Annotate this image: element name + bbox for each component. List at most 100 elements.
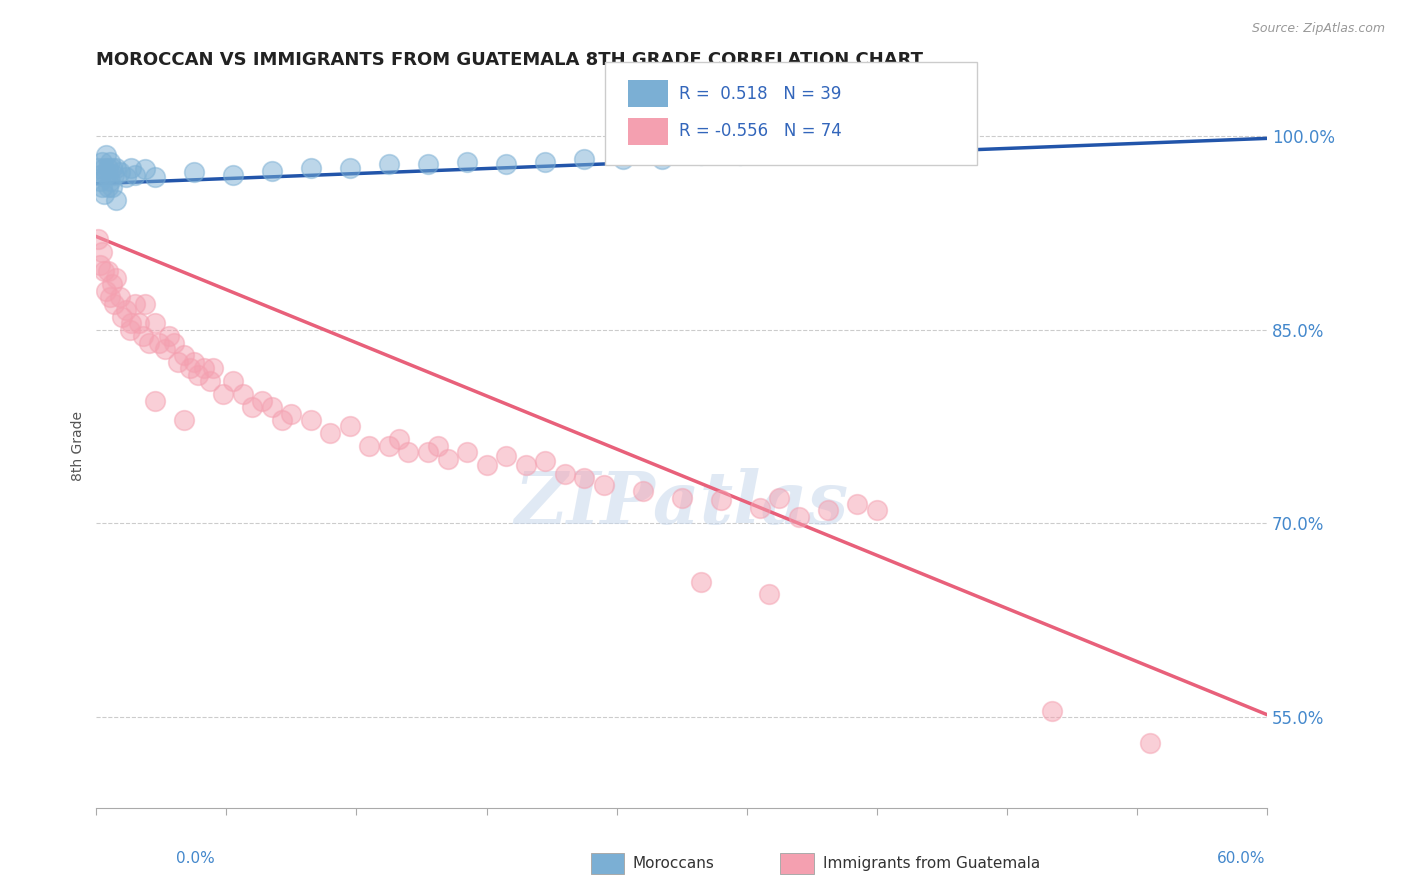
Point — [398, 445, 420, 459]
Point — [339, 419, 361, 434]
Point — [94, 148, 117, 162]
Point — [143, 316, 166, 330]
Point — [280, 407, 302, 421]
Point — [748, 500, 770, 515]
Point — [187, 368, 209, 382]
Text: MOROCCAN VS IMMIGRANTS FROM GUATEMALA 8TH GRADE CORRELATION CHART: MOROCCAN VS IMMIGRANTS FROM GUATEMALA 8T… — [97, 51, 924, 69]
Text: Immigrants from Guatemala: Immigrants from Guatemala — [823, 856, 1040, 871]
Point — [103, 168, 125, 182]
Point — [163, 335, 186, 350]
Point — [388, 433, 411, 447]
Point — [114, 303, 136, 318]
Point — [846, 497, 869, 511]
Point — [242, 400, 264, 414]
Point — [202, 361, 225, 376]
Point — [339, 161, 361, 175]
Text: Source: ZipAtlas.com: Source: ZipAtlas.com — [1251, 22, 1385, 36]
Point — [612, 152, 634, 166]
Point — [456, 445, 478, 459]
Point — [128, 316, 150, 330]
Point — [198, 374, 221, 388]
Point — [651, 152, 673, 166]
Point — [260, 163, 283, 178]
Point — [134, 162, 156, 177]
Point — [671, 491, 693, 505]
Point — [121, 316, 143, 330]
Point — [97, 180, 120, 194]
Point — [475, 458, 498, 473]
Point — [232, 387, 254, 401]
Point — [87, 232, 110, 246]
Point — [143, 393, 166, 408]
Point — [631, 484, 654, 499]
Point — [378, 439, 401, 453]
Point — [554, 467, 576, 482]
Point — [222, 374, 245, 388]
Point — [101, 277, 124, 292]
Point — [167, 355, 190, 369]
Point — [91, 154, 114, 169]
Point — [148, 335, 170, 350]
Point — [193, 361, 215, 376]
Point — [572, 471, 595, 485]
Text: Moroccans: Moroccans — [633, 856, 714, 871]
Point — [534, 454, 557, 468]
Point — [592, 477, 614, 491]
Point — [690, 148, 713, 162]
Point — [94, 168, 117, 182]
Point — [378, 157, 401, 171]
Point — [728, 148, 751, 162]
Point — [97, 264, 120, 278]
Point — [416, 157, 439, 171]
Point — [124, 297, 146, 311]
Point — [866, 503, 889, 517]
Point — [91, 180, 114, 194]
Point — [93, 264, 115, 278]
Point — [104, 161, 127, 175]
Point — [173, 348, 195, 362]
Point — [787, 510, 810, 524]
Point — [250, 393, 273, 408]
Point — [153, 342, 176, 356]
Point — [93, 186, 115, 201]
Point — [183, 165, 205, 179]
Point — [222, 168, 245, 182]
Point — [157, 329, 180, 343]
Point — [104, 194, 127, 208]
Point — [89, 168, 111, 182]
Point — [108, 165, 131, 179]
Point — [319, 425, 342, 440]
Point — [103, 297, 125, 311]
Point — [143, 170, 166, 185]
Text: R = -0.556   N = 74: R = -0.556 N = 74 — [679, 122, 842, 140]
Point — [97, 161, 120, 175]
Text: 60.0%: 60.0% — [1218, 851, 1265, 865]
Point — [1139, 736, 1161, 750]
Point — [456, 154, 478, 169]
Point — [93, 161, 115, 175]
Point — [98, 154, 121, 169]
Point — [138, 335, 160, 350]
Point — [534, 154, 557, 169]
Point — [359, 439, 381, 453]
Point — [114, 170, 136, 185]
Point — [436, 451, 458, 466]
Point — [118, 323, 141, 337]
Point — [111, 310, 134, 324]
Point — [98, 174, 121, 188]
Text: R =  0.518   N = 39: R = 0.518 N = 39 — [679, 85, 841, 103]
Point — [495, 449, 517, 463]
Point — [134, 297, 156, 311]
Point — [104, 271, 127, 285]
Point — [416, 445, 439, 459]
Point — [758, 587, 780, 601]
Point — [270, 413, 292, 427]
Point — [768, 491, 790, 505]
Point — [710, 493, 733, 508]
Point — [515, 458, 537, 473]
Point — [690, 574, 713, 589]
Point — [572, 152, 595, 166]
Point — [183, 355, 205, 369]
Point — [173, 413, 195, 427]
Point — [495, 157, 517, 171]
